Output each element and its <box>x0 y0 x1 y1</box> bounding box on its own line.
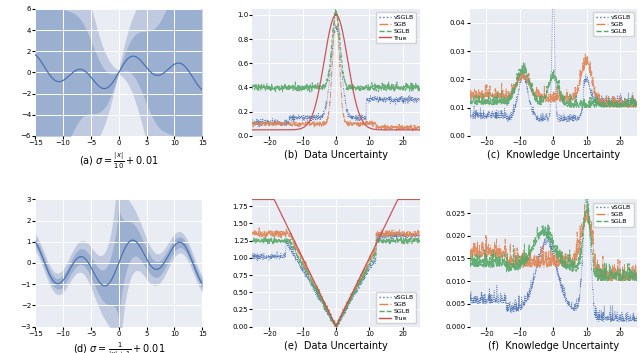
Legend: vSGLB, SGB, SGLB, True: vSGLB, SGB, SGLB, True <box>376 12 417 43</box>
X-axis label: (d) $\sigma = \frac{1}{|x|+1} + 0.01$: (d) $\sigma = \frac{1}{|x|+1} + 0.01$ <box>72 341 165 353</box>
X-axis label: (a) $\sigma = \frac{|x|}{10} + 0.01$: (a) $\sigma = \frac{|x|}{10} + 0.01$ <box>79 150 159 170</box>
X-axis label: (f)  Knowledge Uncertainty: (f) Knowledge Uncertainty <box>488 341 619 351</box>
X-axis label: (c)  Knowledge Uncertainty: (c) Knowledge Uncertainty <box>486 150 620 160</box>
Legend: vSGLB, SGB, SGLB: vSGLB, SGB, SGLB <box>593 203 634 227</box>
X-axis label: (b)  Data Uncertainty: (b) Data Uncertainty <box>284 150 388 160</box>
X-axis label: (e)  Data Uncertainty: (e) Data Uncertainty <box>284 341 388 351</box>
Legend: vSGLB, SGB, SGLB, True: vSGLB, SGB, SGLB, True <box>376 292 417 323</box>
Legend: vSGLB, SGB, SGLB: vSGLB, SGB, SGLB <box>593 12 634 36</box>
